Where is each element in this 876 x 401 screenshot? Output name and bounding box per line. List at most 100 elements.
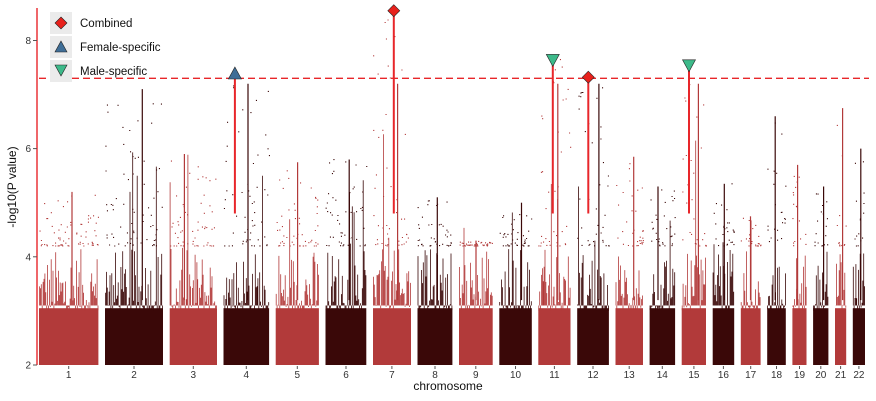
upper-points — [275, 219, 319, 311]
chromosome-2-points — [105, 89, 163, 365]
y-axis-title: -log10(P value) — [5, 146, 19, 227]
upper-points — [39, 239, 99, 311]
upper-points — [681, 140, 706, 311]
dense-points-block — [681, 308, 706, 365]
dense-points-block — [649, 308, 676, 365]
combined-marker — [581, 70, 595, 84]
x-tick-label: 7 — [389, 370, 395, 381]
legend-label-male-specific: Male-specific — [80, 66, 147, 78]
scattered-points — [836, 124, 847, 247]
dense-points-block — [577, 308, 609, 365]
y-tick-label: 6 — [25, 144, 31, 155]
scattered-points — [538, 59, 572, 247]
legend-male-triangle-icon — [54, 64, 68, 77]
scattered-points — [373, 19, 409, 247]
upper-points — [169, 154, 217, 311]
dense-points-block — [835, 308, 847, 365]
legend-label-combined: Combined — [80, 18, 132, 30]
x-tick-label: 3 — [191, 370, 197, 381]
chromosome-16-points — [712, 183, 735, 365]
scattered-points — [767, 122, 787, 243]
chromosome-18-points — [767, 116, 787, 365]
dense-points-block — [615, 308, 643, 365]
upper-points — [813, 251, 829, 311]
chromosome-5-points — [275, 162, 319, 365]
chromosome-20-points — [813, 186, 829, 365]
scattered-points — [616, 163, 644, 247]
upper-points — [325, 180, 367, 311]
scattered-points — [792, 175, 807, 247]
chromosome-7-points — [373, 19, 411, 365]
upper-points — [105, 152, 163, 311]
x-tick-label: 4 — [244, 370, 250, 381]
upper-points — [835, 254, 847, 310]
dense-points-block — [538, 308, 571, 365]
scattered-points — [170, 160, 217, 247]
upper-points — [223, 175, 270, 311]
dense-points-block — [39, 308, 99, 365]
upper-points — [499, 212, 532, 311]
dense-points-block — [373, 308, 411, 365]
dense-points-block — [767, 308, 786, 365]
x-tick-label: 5 — [295, 370, 301, 381]
x-tick-label: 11 — [549, 370, 560, 381]
x-tick-label: 22 — [853, 370, 865, 381]
dense-points-block — [499, 308, 532, 365]
dense-points-block — [417, 308, 453, 365]
x-tick-label: 9 — [473, 370, 479, 381]
chromosome-6-points — [325, 159, 368, 365]
dense-points-block — [852, 308, 865, 365]
dense-points-block — [459, 308, 493, 365]
chromosome-17-points — [740, 216, 762, 365]
upper-points — [740, 220, 761, 311]
upper-points — [459, 227, 493, 311]
chromosome-21-points — [835, 108, 847, 365]
x-tick-label: 15 — [688, 370, 700, 381]
chromosome-3-points — [169, 154, 217, 365]
x-tick-label: 12 — [587, 370, 599, 381]
chromosome-22-points — [852, 148, 865, 365]
chromosome-4-points — [223, 83, 270, 365]
dense-points-block — [275, 308, 319, 365]
x-tick-label: 19 — [794, 370, 806, 381]
dense-points-block — [792, 308, 807, 365]
upper-points — [712, 242, 735, 311]
y-axis-ticks: 2 4 6 8 — [25, 36, 37, 372]
upper-points — [649, 220, 676, 311]
upper-points — [417, 249, 453, 311]
x-tick-label: 20 — [815, 370, 827, 381]
x-tick-label: 2 — [131, 370, 137, 381]
highlighted-loci — [227, 4, 697, 214]
dense-points-block — [712, 308, 735, 365]
x-tick-label: 8 — [432, 370, 438, 381]
chromosome-9-points — [459, 227, 493, 365]
x-tick-label: 14 — [657, 370, 669, 381]
scattered-points — [499, 214, 533, 247]
chromosome-8-points — [417, 197, 453, 365]
chromosome-12-points — [577, 83, 610, 365]
x-tick-label: 21 — [835, 370, 847, 381]
male-specific-marker — [545, 54, 560, 68]
female-specific-marker — [227, 66, 242, 80]
dense-points-block — [223, 308, 270, 365]
chromosome-11-points — [538, 59, 572, 365]
dense-points-block — [105, 308, 163, 365]
dense-points-block — [813, 308, 829, 365]
upper-points — [615, 256, 643, 311]
scattered-points — [223, 85, 270, 247]
y-tick-label: 2 — [25, 361, 31, 372]
x-tick-label: 16 — [718, 370, 730, 381]
chromosome-13-points — [615, 156, 644, 365]
y-tick-label: 4 — [25, 252, 31, 263]
x-axis-title: chromosome — [413, 379, 483, 393]
combined-marker — [387, 4, 401, 18]
upper-points — [767, 266, 786, 311]
chromosome-1-points — [39, 191, 99, 365]
legend-female-triangle-icon — [54, 40, 68, 53]
scattered-points — [417, 200, 452, 247]
scattered-points — [650, 189, 676, 247]
x-axis-ticks: 1 2 3 4 5 6 7 8 9 10 11 12 13 14 15 16 17 18 19 20 21 22 — [66, 366, 865, 381]
upper-points — [577, 186, 609, 311]
legend-combined-diamond-icon — [54, 16, 68, 30]
